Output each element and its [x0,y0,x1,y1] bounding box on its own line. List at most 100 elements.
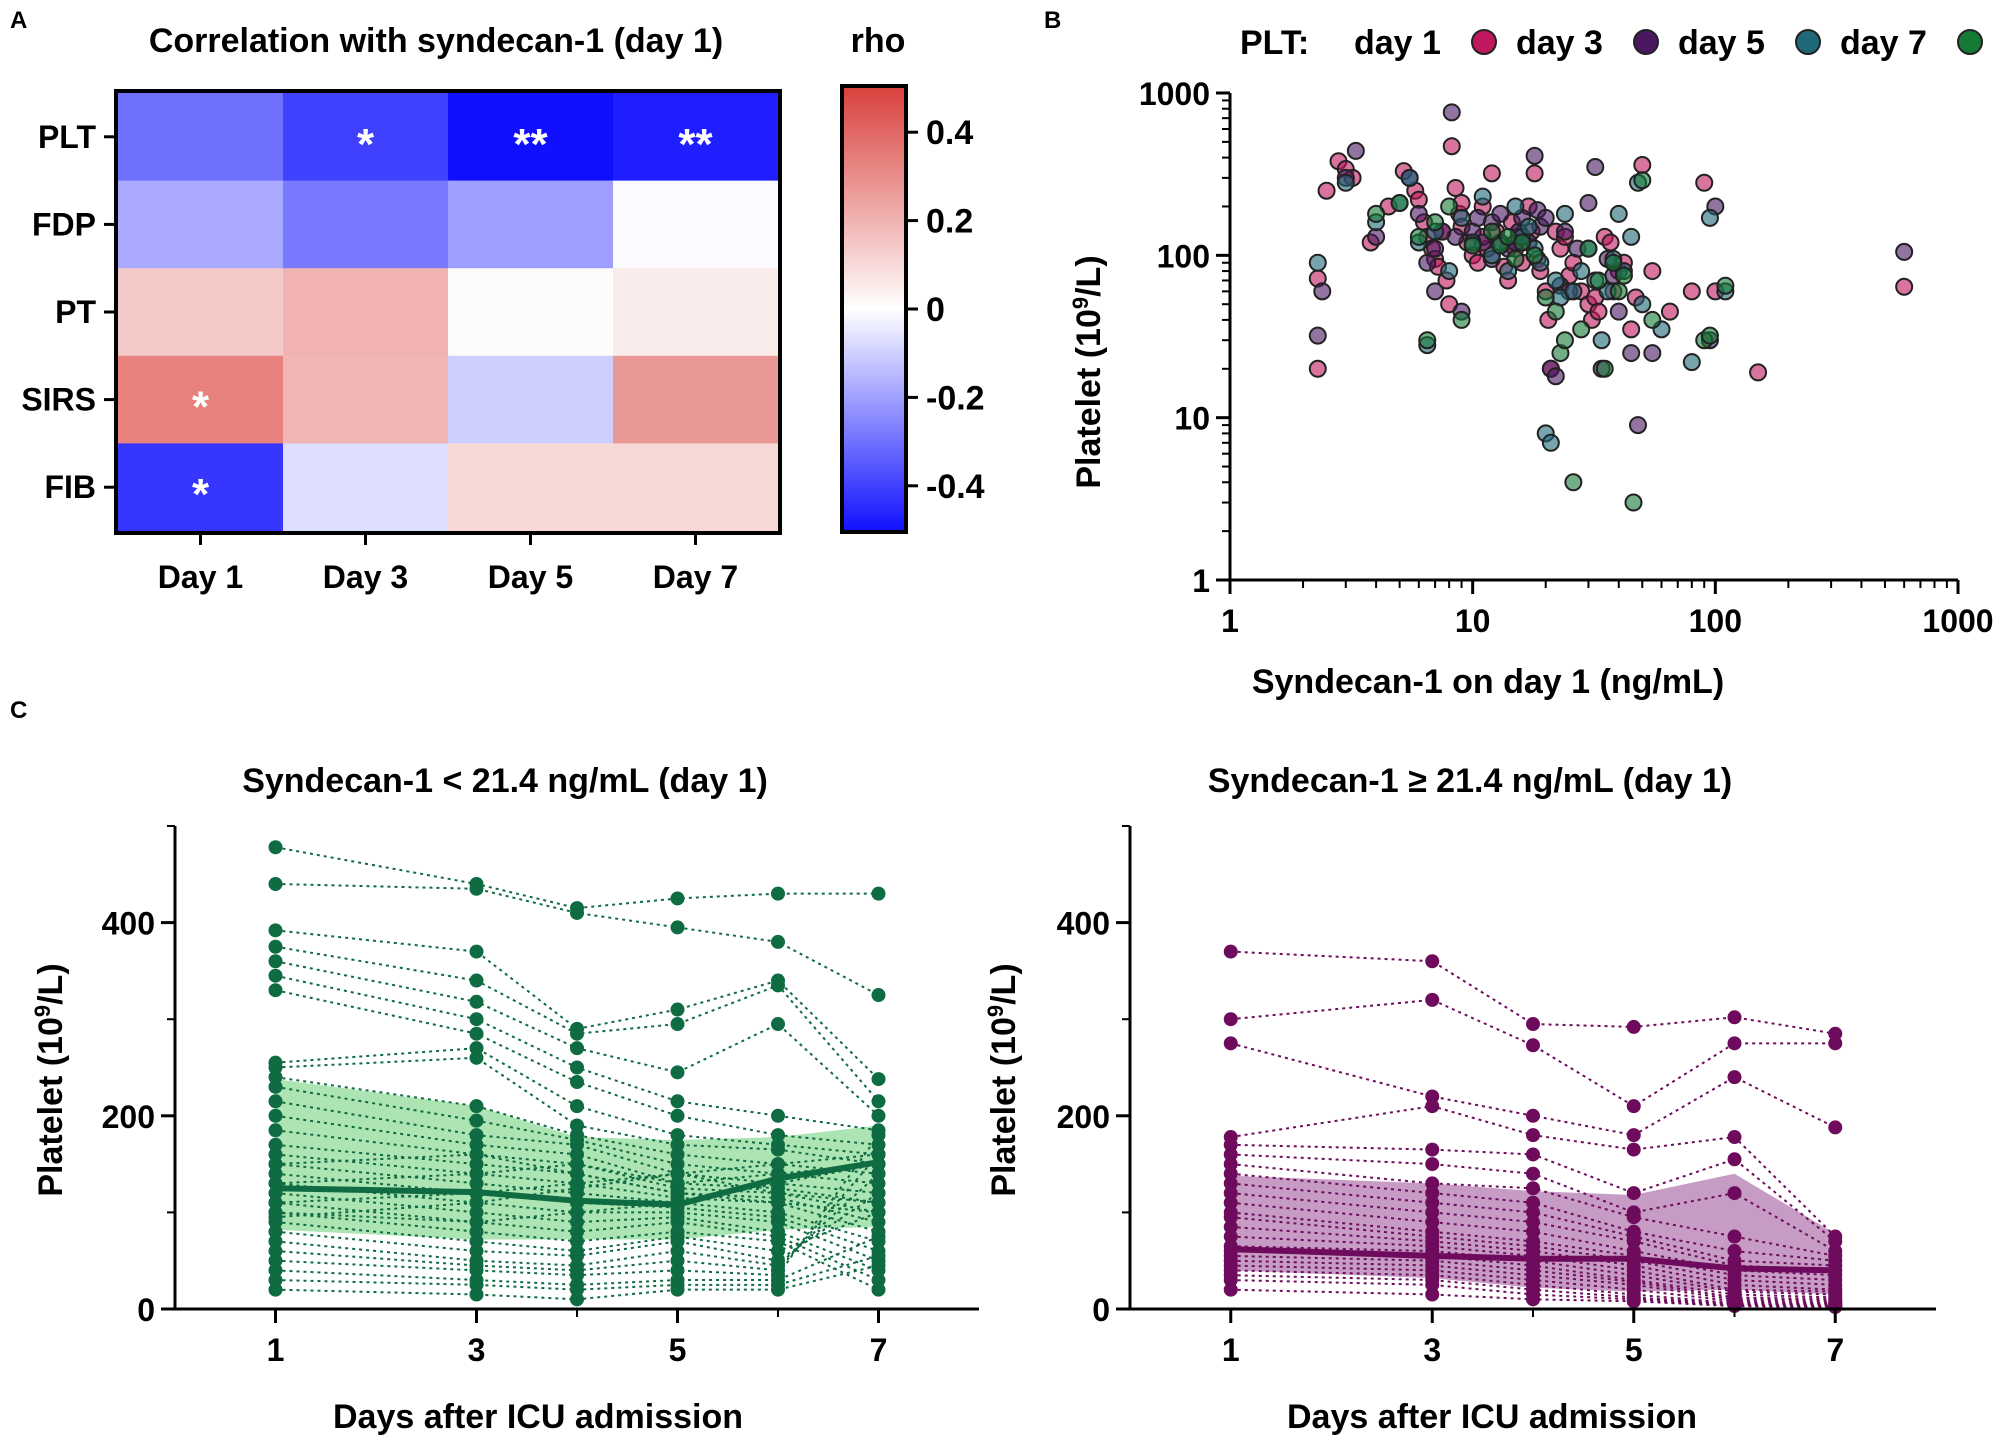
patient-trajectory [275,1129,879,1214]
scatter-point [1546,271,1565,290]
patient-point [670,1263,685,1278]
patient-point [268,1060,283,1075]
scatter-point [1609,282,1628,301]
heatmap-row-label: FDP [32,206,96,242]
colorbar-label: rho [851,22,906,60]
patient-point [570,1205,584,1220]
patient-point [268,1157,283,1172]
heatmap-cell [118,268,284,357]
line-low-ylabel-sup: 9 [30,1005,55,1017]
line-y-tick-label: 0 [137,1292,155,1328]
panel-label-a: A [10,7,27,34]
patient-point [871,1248,886,1263]
scatter-point [1643,262,1662,281]
patient-trajectory [275,929,880,1080]
patient-point [1526,1181,1540,1196]
scatter-point [1519,217,1538,236]
scatter-point [1700,208,1719,227]
patient-point [871,1072,886,1087]
heatmap-row-label: SIRS [21,382,96,418]
patient-trajectory [275,1192,880,1262]
patient-point [1526,1108,1540,1123]
scatter-point [1628,416,1647,435]
patient-point [771,886,785,901]
scatter-point [1682,353,1701,372]
scatter-point [1525,146,1544,165]
patient-point [268,1282,283,1297]
patient-point [469,1041,484,1056]
patient-point [268,1108,283,1123]
patient-point [1223,1219,1238,1234]
scatter-point [1442,137,1461,156]
patient-point [871,1215,886,1230]
scatter-point [1482,222,1501,241]
patient-trajectory [275,1056,879,1166]
scatter-x-tick-label: 1000 [1922,603,1993,639]
scatter-point [1418,253,1437,272]
legend-swatch [1471,29,1497,55]
heatmap-col-label: Day 5 [488,559,573,595]
patient-trajectory [275,1173,880,1267]
scatter-point [1579,194,1598,213]
scatter-ylabel-sup: 9 [1068,297,1093,309]
patient-point [871,1094,886,1109]
patient-point [1828,1120,1843,1135]
patient-point [670,1282,685,1297]
patient-point [1626,1128,1641,1143]
patient-point [670,1065,685,1080]
patient-trajectory [275,1182,879,1262]
line-x-tick-label: 5 [669,1332,687,1368]
patient-point [1727,1036,1742,1051]
scatter-point [1555,222,1574,241]
patient-point [670,1002,685,1017]
patient-point [1828,1234,1843,1249]
patient-point [1727,1130,1742,1145]
patient-point [771,1234,785,1249]
patient-point [1626,1099,1641,1114]
patient-point [469,1128,484,1143]
patient-point [570,1041,584,1056]
patient-trajectory [275,882,879,996]
line-x-tick-label: 3 [1423,1332,1441,1368]
scatter-x-tick-label: 1 [1221,603,1239,639]
scatter-point [1601,233,1620,252]
patient-point [1425,1099,1440,1114]
patient-point [268,983,283,998]
scatter-point [1614,266,1633,285]
line-y-tick-label: 0 [1092,1292,1110,1328]
patient-point [570,1292,584,1307]
patient-point [670,1166,685,1181]
heatmap-cell [448,180,614,269]
patient-point [469,1012,484,1027]
significance-marker: * [357,120,375,169]
patient-point [1626,1210,1641,1225]
scatter-point [1446,227,1465,246]
patient-trajectory [275,960,880,1117]
patient-point [469,881,484,896]
patient-trajectory [275,945,880,1102]
patient-point [1828,1300,1843,1315]
patient-point [469,1157,484,1172]
heatmap-cell [118,443,284,532]
scatter-point [1895,277,1914,296]
legend-swatch [1957,29,1983,55]
patient-point [469,1277,484,1292]
scatter-point [1473,187,1492,206]
patient-point [871,1229,886,1244]
scatter-panel: PLT: day 1 day 3 day 5 day 7 1 10 100 1000 1 10 10… [1068,24,1994,701]
scatter-point [1513,233,1532,252]
scatter-ylabel: Platelet (109/L) [1068,255,1108,488]
patient-point [871,1205,886,1220]
scatter-point [1624,493,1643,512]
patient-point [670,1137,685,1152]
patient-point [570,1137,584,1152]
significance-marker: ** [513,120,548,169]
colorbar-tick-label: -0.2 [926,379,985,417]
patient-point [771,1142,785,1157]
heatmap-cell [283,355,449,444]
patient-point [1425,1142,1440,1157]
patient-point [570,1215,584,1230]
patient-point [570,1147,584,1162]
scatter-point [1409,204,1428,223]
